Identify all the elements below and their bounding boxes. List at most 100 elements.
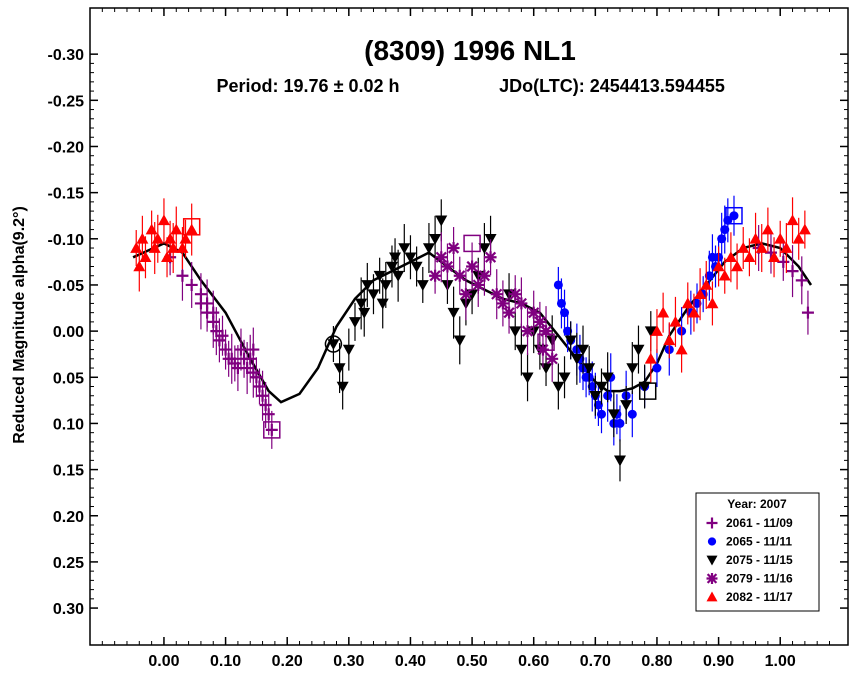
data-point-2079: [540, 325, 553, 338]
legend-marker-2061: [706, 517, 718, 529]
data-point-2082: [792, 232, 805, 244]
chart-title: (8309) 1996 NL1: [364, 35, 576, 66]
data-point-2075: [552, 381, 565, 393]
data-point-2075: [509, 326, 522, 338]
data-point-2061: [219, 343, 232, 356]
y-tick-label: 0.10: [53, 416, 84, 433]
data-point-2079: [515, 297, 528, 310]
data-point-2082: [743, 251, 756, 263]
data-point-2079: [490, 288, 503, 301]
data-point-2075: [638, 381, 651, 393]
data-point-2065: [717, 234, 727, 244]
x-tick-label: 0.30: [333, 653, 364, 670]
legend-label: 2075 - 11/15: [726, 553, 793, 567]
data-point-2075: [589, 390, 602, 402]
data-point-2075: [333, 363, 346, 375]
data-point-2075: [613, 455, 626, 467]
data-point-2082: [724, 251, 737, 263]
data-point-2065: [556, 298, 566, 308]
data-point-2065: [615, 418, 625, 428]
data-point-2075: [453, 335, 466, 347]
data-point-2075: [379, 280, 392, 291]
data-point-2075: [626, 363, 639, 375]
data-point-2075: [336, 381, 349, 393]
data-point-2082: [644, 352, 657, 364]
data-point-2075: [478, 243, 491, 255]
data-point-2061: [244, 352, 257, 365]
data-point-2075: [620, 400, 633, 411]
data-point-2079: [435, 251, 448, 264]
x-tick-label: 0.20: [272, 653, 303, 670]
data-point-2075: [398, 243, 411, 255]
y-axis-label: Reduced Magnitude alpha(9.2°): [11, 206, 28, 444]
data-point-2082: [675, 343, 688, 355]
data-point-2079: [546, 352, 559, 365]
data-point-2075: [355, 298, 368, 310]
data-point-2061: [241, 362, 254, 375]
data-point-2065: [560, 308, 570, 318]
session-start-square: [537, 333, 555, 351]
data-point-2082: [139, 251, 152, 263]
data-point-2075: [595, 381, 608, 393]
y-tick-label: -0.20: [48, 139, 85, 156]
data-point-2065: [627, 409, 637, 419]
legend-marker-2065: [707, 537, 717, 546]
data-point-2082: [170, 223, 183, 235]
data-point-2079: [441, 260, 454, 273]
session-start-square: [263, 421, 281, 439]
plot-frame: [89, 7, 849, 646]
data-point-2075: [361, 280, 374, 291]
data-point-2075: [376, 298, 389, 310]
data-point-2061: [256, 389, 269, 402]
data-point-2082: [694, 288, 707, 299]
data-point-2075: [422, 243, 435, 255]
data-point-2065: [593, 400, 603, 410]
data-point-2082: [706, 297, 719, 309]
y-tick-label: -0.15: [48, 186, 85, 203]
session-start-square: [182, 218, 201, 236]
data-point-2079: [459, 288, 472, 301]
data-point-2065: [692, 298, 702, 308]
data-point-2079: [509, 288, 522, 301]
data-points: [130, 195, 814, 482]
legend-marker-2075: [706, 555, 718, 566]
data-point-2061: [795, 274, 808, 287]
data-point-2061: [247, 366, 260, 379]
data-point-2065: [587, 382, 597, 392]
data-point-2061: [801, 306, 814, 319]
data-point-2061: [228, 357, 241, 370]
data-point-2082: [761, 223, 774, 235]
data-point-2065: [720, 225, 730, 235]
data-point-2061: [176, 269, 189, 282]
data-point-2079: [496, 297, 509, 310]
data-point-2079: [484, 251, 497, 264]
data-point-2079: [521, 325, 534, 338]
data-point-2082: [749, 232, 762, 244]
data-point-2061: [786, 265, 799, 278]
x-tick-label: 0.60: [518, 653, 549, 670]
x-tick-label: 0.70: [580, 653, 611, 670]
y-tick-label: 0.05: [53, 370, 84, 387]
legend: Year: 2007 2061 - 11/09 2065 - 11/11 2075 …: [695, 492, 820, 612]
y-tick-label: -0.05: [48, 278, 85, 295]
chart-subtitle-period: Period: 19.76 ± 0.02 h: [217, 76, 400, 96]
data-point-2075: [416, 280, 429, 291]
x-tick-label: 0.50: [457, 653, 488, 670]
legend-entries: 2061 - 11/09 2065 - 11/11 2075 - 11/15 2079…: [706, 516, 793, 604]
data-point-2079: [466, 260, 479, 273]
data-point-2075: [392, 270, 405, 282]
data-point-2082: [786, 214, 799, 226]
data-point-2075: [632, 344, 645, 356]
legend-marker-2082: [706, 591, 718, 602]
data-point-2082: [151, 232, 164, 244]
legend-label: 2079 - 11/16: [726, 572, 793, 586]
y-tick-label: 0.15: [53, 463, 84, 480]
data-point-2082: [130, 242, 143, 253]
data-point-2075: [342, 344, 355, 356]
legend-marker-2079: [706, 573, 718, 584]
data-point-2075: [435, 215, 448, 227]
data-point-2082: [718, 269, 731, 281]
data-point-2061: [259, 398, 272, 411]
data-point-2082: [176, 242, 189, 253]
data-point-2082: [148, 242, 161, 253]
